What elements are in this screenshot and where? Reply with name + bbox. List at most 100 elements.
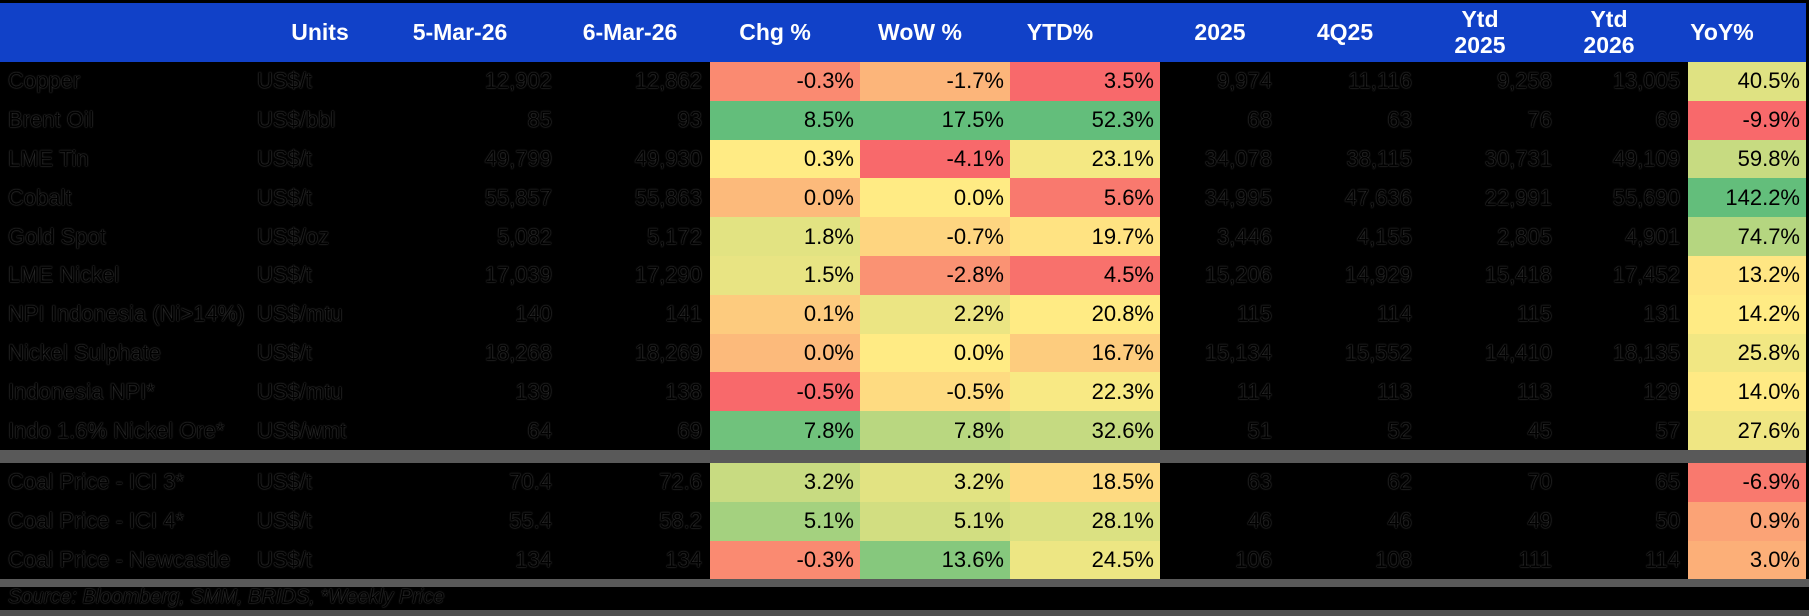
cell-ytd-2026: 69 xyxy=(1655,107,1680,133)
cell-5-mar-26: 18,268 xyxy=(484,339,552,365)
header-ytd-2026: Ytd 2026 xyxy=(1560,3,1688,62)
cell-ytd-2025: 14,410 xyxy=(1484,339,1552,365)
cell-2025: 115 xyxy=(1236,301,1272,327)
cell-4q25: 47,636 xyxy=(1344,184,1412,210)
source-note: Source: Bloomberg, SMM, BRIDS, *Weekly P… xyxy=(8,586,445,608)
cell-6-mar-26: 138 xyxy=(665,378,702,404)
cell-5-mar-26: 139 xyxy=(515,378,552,404)
cell-units: US$/t xyxy=(257,262,313,288)
heatmap-cell-wow: -0.5% xyxy=(860,372,1010,412)
cell-6-mar-26: 55,863 xyxy=(634,184,702,210)
heatmap-cell-yoy: 40.5% xyxy=(1688,62,1806,101)
row-label: Brent Oil xyxy=(8,107,94,133)
screen-bottom-edge xyxy=(0,610,1809,616)
group-separator-bar xyxy=(0,449,1806,463)
heatmap-cell-chg: 0.1% xyxy=(710,294,860,334)
cell-2025: 15,134 xyxy=(1204,339,1272,365)
heatmap-cell-chg: 5.1% xyxy=(710,501,860,541)
heatmap-cell-yoy: 25.8% xyxy=(1688,333,1806,373)
heatmap-cell-wow: 13.6% xyxy=(860,540,1010,580)
cell-5-mar-26: 55.4 xyxy=(509,508,552,534)
heatmap-cell-ytd: 3.5% xyxy=(1010,62,1160,101)
cell-4q25: 11,116 xyxy=(1347,68,1412,94)
header-row: Units 5-Mar-26 6-Mar-26 Chg % WoW % YTD% 2025 4… xyxy=(0,3,1806,62)
cell-5-mar-26: 17,039 xyxy=(484,262,552,288)
cell-5-mar-26: 70.4 xyxy=(509,469,552,495)
cell-6-mar-26: 17,290 xyxy=(634,262,702,288)
cell-ytd-2025: 2,805 xyxy=(1496,223,1552,249)
row-label: Coal Price - Newcastle xyxy=(8,546,231,572)
heatmap-cell-wow: -0.7% xyxy=(860,217,1010,256)
row-label: Indo 1.6% Nickel Ore* xyxy=(8,417,225,443)
cell-units: US$/t xyxy=(257,184,313,210)
cell-2025: 63 xyxy=(1247,469,1272,495)
cell-units: US$/t xyxy=(257,68,313,94)
heatmap-cell-chg: -0.3% xyxy=(710,62,860,101)
heatmap-cell-wow: 0.0% xyxy=(860,178,1010,218)
cell-5-mar-26: 140 xyxy=(515,301,552,327)
row-label: Copper xyxy=(8,68,81,94)
cell-2025: 68 xyxy=(1247,107,1272,133)
cell-2025: 15,206 xyxy=(1204,262,1272,288)
cell-ytd-2025: 49 xyxy=(1527,508,1552,534)
cell-6-mar-26: 141 xyxy=(665,301,702,327)
table-header: Units 5-Mar-26 6-Mar-26 Chg % WoW % YTD% 2025 4… xyxy=(0,3,1806,62)
cell-ytd-2026: 17,452 xyxy=(1612,262,1680,288)
row-label: Gold Spot xyxy=(8,223,106,249)
cell-2025: 3,446 xyxy=(1216,223,1272,249)
cell-6-mar-26: 49,930 xyxy=(634,145,702,171)
cell-ytd-2026: 50 xyxy=(1655,508,1680,534)
header-blank xyxy=(0,3,250,62)
cell-4q25: 4,155 xyxy=(1356,223,1412,249)
row-label: Coal Price - ICI 3* xyxy=(8,469,185,495)
heatmap-cell-chg: 7.8% xyxy=(710,411,860,450)
cell-6-mar-26: 58.2 xyxy=(659,508,702,534)
header-wow: WoW % xyxy=(860,3,1010,62)
cell-4q25: 114 xyxy=(1376,301,1412,327)
cell-4q25: 62 xyxy=(1387,469,1412,495)
header-6-mar-26: 6-Mar-26 xyxy=(560,3,710,62)
heatmap-cell-ytd: 32.6% xyxy=(1010,411,1160,450)
header-chg: Chg % xyxy=(710,3,860,62)
cell-5-mar-26: 64 xyxy=(527,417,552,443)
cell-4q25: 38,115 xyxy=(1346,145,1412,171)
table-row-brent-oil: Brent Oil US$/bbl 85 93 8.5% 17.5% 52.3% 68 63 76… xyxy=(0,100,1806,140)
heatmap-cell-ytd: 28.1% xyxy=(1010,501,1160,541)
cell-ytd-2025: 15,418 xyxy=(1484,262,1552,288)
cell-units: US$/wmt xyxy=(257,417,347,443)
cell-2025: 114 xyxy=(1236,378,1272,404)
cell-4q25: 52 xyxy=(1387,417,1412,443)
row-label: Indonesia NPI* xyxy=(8,378,155,404)
cell-4q25: 108 xyxy=(1375,546,1412,572)
heatmap-cell-chg: 1.8% xyxy=(710,217,860,256)
cell-units: US$/t xyxy=(257,546,313,572)
cell-6-mar-26: 134 xyxy=(665,546,702,572)
heatmap-cell-yoy: 13.2% xyxy=(1688,255,1806,295)
cell-units: US$/mtu xyxy=(257,301,343,327)
cell-ytd-2025: 22,991 xyxy=(1484,184,1552,210)
cell-4q25: 14,929 xyxy=(1344,262,1412,288)
cell-6-mar-26: 12,862 xyxy=(634,68,702,94)
row-label: LME Tin xyxy=(8,145,89,171)
heatmap-cell-chg: 0.3% xyxy=(710,139,860,179)
heatmap-cell-ytd: 22.3% xyxy=(1010,372,1160,412)
heatmap-cell-yoy: 142.2% xyxy=(1688,178,1806,218)
heatmap-cell-wow: 2.2% xyxy=(860,294,1010,334)
cell-units: US$/bbl xyxy=(257,107,336,133)
heatmap-cell-yoy: 0.9% xyxy=(1688,501,1806,541)
heatmap-cell-ytd: 20.8% xyxy=(1010,294,1160,334)
cell-5-mar-26: 12,902 xyxy=(484,68,552,94)
heatmap-cell-ytd: 24.5% xyxy=(1010,540,1160,580)
cell-ytd-2025: 76 xyxy=(1527,107,1552,133)
cell-2025: 9,974 xyxy=(1216,68,1272,94)
heatmap-cell-ytd: 19.7% xyxy=(1010,217,1160,256)
cell-ytd-2026: 13,005 xyxy=(1612,68,1680,94)
heatmap-cell-wow: -1.7% xyxy=(860,62,1010,101)
cell-5-mar-26: 85 xyxy=(527,107,552,133)
cell-5-mar-26: 134 xyxy=(515,546,552,572)
cell-ytd-2026: 65 xyxy=(1655,469,1680,495)
cell-ytd-2025: 113 xyxy=(1516,378,1552,404)
heatmap-cell-ytd: 23.1% xyxy=(1010,139,1160,179)
heatmap-cell-wow: 7.8% xyxy=(860,411,1010,450)
cell-2025: 34,995 xyxy=(1204,184,1272,210)
